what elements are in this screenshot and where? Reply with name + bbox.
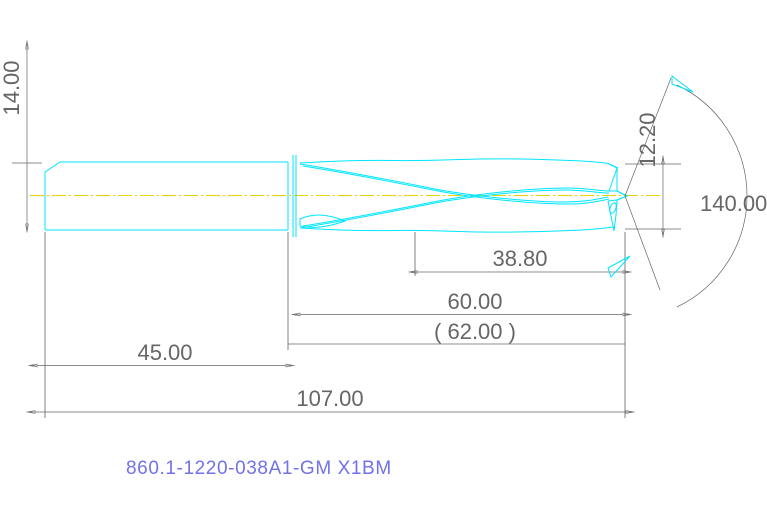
svg-text:107.00: 107.00: [296, 386, 363, 411]
svg-text:60.00: 60.00: [447, 289, 502, 314]
svg-text:860.1-1220-038A1-GM X1BM: 860.1-1220-038A1-GM X1BM: [126, 458, 392, 479]
svg-text:140.00: 140.00: [700, 191, 767, 216]
svg-text:14.00: 14.00: [0, 60, 24, 115]
svg-text:( 62.00 ): ( 62.00 ): [434, 319, 516, 344]
svg-text:38.80: 38.80: [492, 246, 547, 271]
svg-text:12.20: 12.20: [635, 112, 660, 167]
svg-text:45.00: 45.00: [137, 340, 192, 365]
